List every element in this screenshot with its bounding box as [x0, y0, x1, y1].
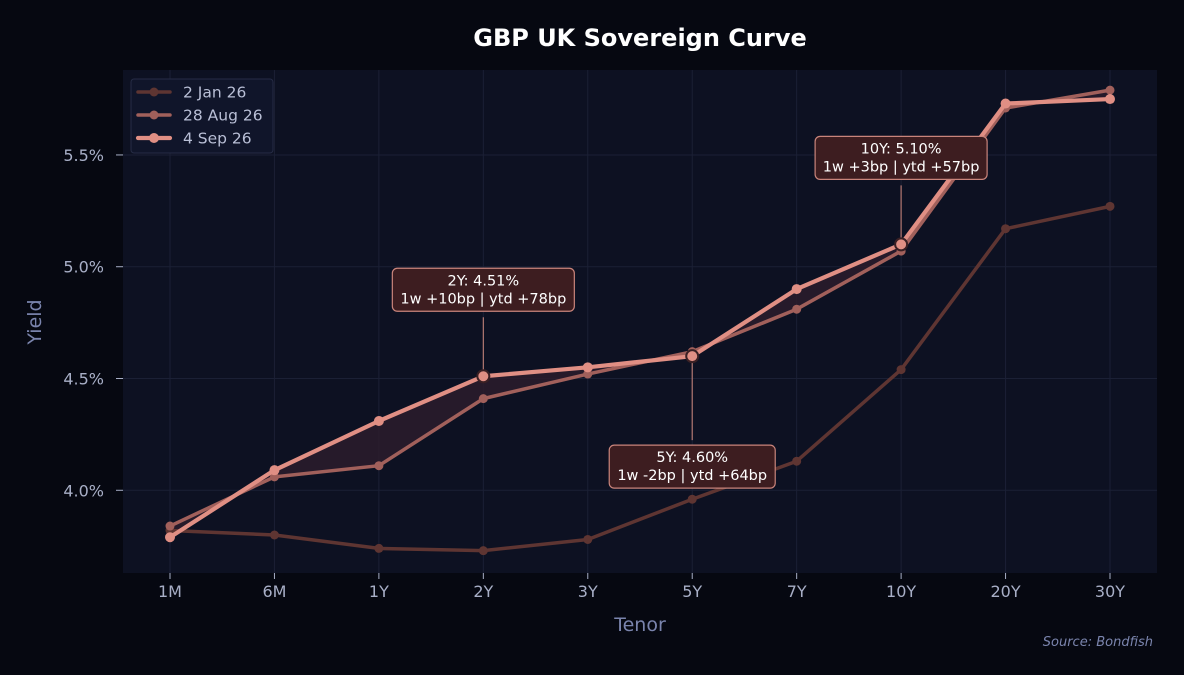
data-point	[791, 284, 802, 295]
data-point	[583, 534, 593, 544]
annotation-line-1: 10Y: 5.10%	[861, 141, 942, 157]
x-tick-label: 1M	[158, 582, 182, 601]
data-point	[269, 465, 280, 476]
legend-label: 28 Aug 26	[183, 107, 263, 125]
source-note: Source: Bondfish	[1043, 635, 1153, 650]
data-point	[792, 304, 802, 314]
annotation-marker	[476, 369, 491, 384]
data-point	[478, 394, 488, 404]
x-tick-label: 20Y	[990, 582, 1020, 601]
x-tick-label: 3Y	[578, 582, 598, 601]
annotation-2Y: 2Y: 4.51% 1w +10bp | ytd +78bp	[391, 267, 575, 384]
x-tick-label: 5Y	[682, 582, 702, 601]
x-tick-label: 2Y	[473, 582, 493, 601]
legend-item: 4 Sep 26	[135, 130, 252, 148]
data-point	[373, 415, 384, 426]
x-tick-label: 1Y	[369, 582, 389, 601]
legend-item: 28 Aug 26	[136, 107, 263, 125]
y-axis-ticks: 4.0% 4.5% 5.0% 5.5%	[63, 146, 123, 500]
data-point	[792, 456, 802, 466]
legend: 2 Jan 26 28 Aug 26 4 Sep 26	[130, 78, 274, 154]
legend-marker	[149, 133, 159, 143]
annotation-line-1: 5Y: 4.60%	[656, 450, 728, 466]
data-point	[165, 521, 175, 531]
y-tick-label: 5.0%	[63, 258, 104, 277]
annotation-box	[391, 267, 575, 312]
data-point	[1105, 85, 1115, 95]
legend-label: 4 Sep 26	[183, 130, 252, 148]
y-axis-label: Yield	[24, 299, 46, 345]
x-axis-label: Tenor	[613, 614, 666, 636]
data-point	[1105, 201, 1115, 211]
legend-marker	[149, 110, 159, 120]
x-tick-label: 30Y	[1095, 582, 1125, 601]
annotation-line-2: 1w +3bp | ytd +57bp	[823, 159, 980, 175]
y-tick-label: 4.5%	[63, 370, 104, 389]
legend-item: 2 Jan 26	[136, 84, 246, 102]
data-point	[374, 543, 384, 553]
annotation-line-1: 2Y: 4.51%	[447, 273, 519, 289]
data-point	[374, 461, 384, 471]
x-tick-label: 10Y	[886, 582, 916, 601]
data-point	[1000, 98, 1011, 109]
legend-label: 2 Jan 26	[183, 84, 246, 102]
legend-marker	[149, 87, 159, 97]
series-1	[165, 201, 1115, 556]
y-tick-label: 5.5%	[63, 146, 104, 165]
annotations: 2Y: 4.51% 1w +10bp | ytd +78bp 5Y: 4.60% 1w…	[391, 135, 988, 489]
x-axis-ticks: 1M 6M 1Y 2Y 3Y 5Y 7Y 10Y 20Y 30Y	[158, 573, 1125, 601]
annotation-5Y: 5Y: 4.60% 1w -2bp | ytd +64bp	[608, 349, 776, 489]
data-point	[1001, 224, 1011, 234]
plot-area	[123, 70, 1157, 573]
annotation-10Y: 10Y: 5.10% 1w +3bp | ytd +57bp	[814, 135, 988, 252]
annotation-box	[608, 444, 776, 489]
x-tick-label: 6M	[262, 582, 286, 601]
data-point	[269, 530, 279, 540]
annotation-marker	[685, 349, 700, 364]
data-point	[1105, 94, 1115, 105]
x-tick-label: 7Y	[787, 582, 807, 601]
data-point	[478, 546, 488, 556]
annotation-box	[814, 135, 988, 180]
annotation-line-2: 1w -2bp | ytd +64bp	[617, 468, 767, 484]
data-point	[687, 494, 697, 504]
curve-change-fill	[170, 90, 1110, 538]
annotation-marker	[894, 237, 909, 252]
data-point	[582, 362, 593, 373]
data-point	[165, 532, 175, 543]
legend-frame	[130, 78, 274, 154]
data-point	[896, 365, 906, 375]
chart-title: GBP UK Sovereign Curve	[473, 24, 807, 52]
series-line	[168, 204, 1112, 553]
y-tick-label: 4.0%	[63, 481, 104, 500]
fill-between-area	[170, 90, 1110, 538]
annotation-line-2: 1w +10bp | ytd +78bp	[400, 291, 566, 307]
